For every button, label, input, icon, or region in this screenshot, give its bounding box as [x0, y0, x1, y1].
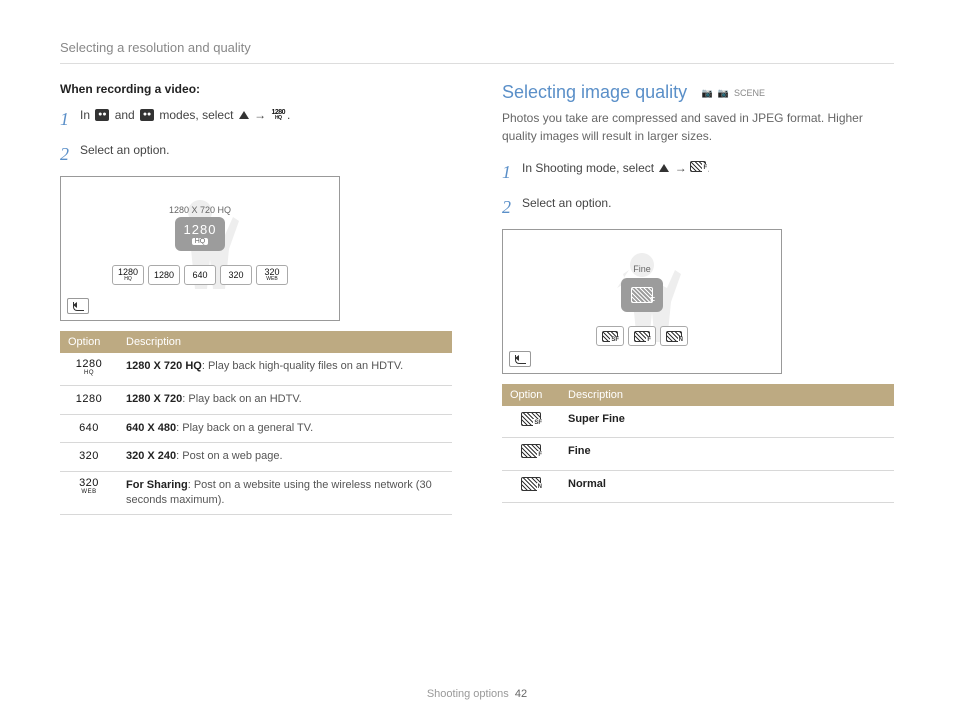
selected-label: Fine — [633, 264, 651, 274]
video-heading: When recording a video: — [60, 82, 452, 96]
scene-icon: SCENE — [734, 88, 765, 99]
chip-320[interactable]: 320 — [220, 265, 252, 285]
step-2: 2 Select an option. — [502, 194, 894, 221]
th-description: Description — [560, 384, 894, 406]
quality-options — [596, 326, 688, 346]
camera-icon: 📷 — [702, 88, 713, 99]
step-number: 1 — [60, 106, 80, 133]
left-column: When recording a video: 1 In ●● and ●● m… — [60, 82, 452, 515]
step-number: 2 — [60, 141, 80, 168]
section-title: Selecting image quality — [502, 82, 687, 103]
resolution-320web-icon: 320WEB — [79, 478, 99, 495]
chip-640[interactable]: 640 — [184, 265, 216, 285]
step-text: In Shooting mode, select → . — [522, 159, 709, 177]
camcorder-smart-icon: ●● — [95, 109, 109, 121]
table-row: Super Fine — [502, 406, 894, 438]
quality-screen-preview: Fine — [502, 229, 782, 374]
chip-superfine[interactable] — [596, 326, 624, 346]
table-row: 1280 1280 X 720: Play back on an HDTV. — [60, 386, 452, 414]
step-number: 1 — [502, 159, 522, 186]
up-triangle-icon — [239, 111, 249, 119]
resolution-options: 1280HQ 1280 640 320 320WEB — [112, 265, 288, 285]
manual-page: Selecting a resolution and quality When … — [0, 0, 954, 720]
quality-superfine-icon — [521, 412, 541, 426]
table-row: 320WEB For Sharing: Post on a website us… — [60, 471, 452, 515]
video-options-table: Option Description 1280HQ 1280 X 720 HQ:… — [60, 331, 452, 515]
chip-fine[interactable] — [628, 326, 656, 346]
resolution-640-icon: 640 — [79, 423, 99, 434]
chip-1280[interactable]: 1280 — [148, 265, 180, 285]
table-row: 640 640 X 480: Play back on a general TV… — [60, 414, 452, 442]
table-row: 1280HQ 1280 X 720 HQ: Play back high-qua… — [60, 353, 452, 386]
step-text: Select an option. — [80, 141, 169, 159]
table-row: Normal — [502, 470, 894, 502]
step-number: 2 — [502, 194, 522, 221]
video-screen-preview: 1280 X 720 HQ 1280 HQ 1280HQ 1280 640 32… — [60, 176, 340, 321]
camera-p-icon: 📷 — [718, 88, 729, 99]
table-row: Fine — [502, 438, 894, 470]
mode-icons: 📷 📷 SCENE — [702, 88, 765, 99]
section-header: Selecting image quality 📷 📷 SCENE — [502, 82, 894, 103]
chip-normal[interactable] — [660, 326, 688, 346]
selected-label: 1280 X 720 HQ — [169, 205, 231, 215]
th-description: Description — [118, 331, 452, 353]
selected-chip — [621, 278, 663, 312]
up-triangle-icon — [659, 164, 669, 172]
quality-fine-icon — [690, 161, 706, 172]
chip-320web[interactable]: 320WEB — [256, 265, 288, 285]
back-button[interactable] — [509, 351, 531, 367]
chip-1280hq[interactable]: 1280HQ — [112, 265, 144, 285]
selected-chip: 1280 HQ — [175, 217, 225, 251]
th-option: Option — [60, 331, 118, 353]
resolution-1280hq-icon: 1280HQ — [271, 109, 285, 121]
resolution-320-icon: 320 — [79, 451, 99, 462]
quality-normal-icon — [521, 477, 541, 491]
resolution-1280hq-icon: 1280HQ — [76, 359, 102, 376]
step-2: 2 Select an option. — [60, 141, 452, 168]
step-1: 1 In Shooting mode, select → . — [502, 159, 894, 186]
page-footer: Shooting options 42 — [0, 688, 954, 700]
step-text: Select an option. — [522, 194, 611, 212]
right-column: Selecting image quality 📷 📷 SCENE Photos… — [502, 82, 894, 515]
step-1: 1 In ●● and ●● modes, select → 1280HQ. — [60, 106, 452, 133]
back-button[interactable] — [67, 298, 89, 314]
resolution-1280-icon: 1280 — [76, 394, 102, 405]
th-option: Option — [502, 384, 560, 406]
breadcrumb: Selecting a resolution and quality — [60, 40, 894, 64]
camcorder-icon: ●● — [140, 109, 154, 121]
table-row: 320 320 X 240: Post on a web page. — [60, 443, 452, 471]
quality-fine-icon — [631, 287, 653, 303]
step-text: In ●● and ●● modes, select → 1280HQ. — [80, 106, 290, 124]
two-columns: When recording a video: 1 In ●● and ●● m… — [60, 82, 894, 515]
quality-options-table: Option Description Super Fine Fine Norma… — [502, 384, 894, 503]
quality-fine-icon — [521, 444, 541, 458]
intro-text: Photos you take are compressed and saved… — [502, 109, 894, 145]
